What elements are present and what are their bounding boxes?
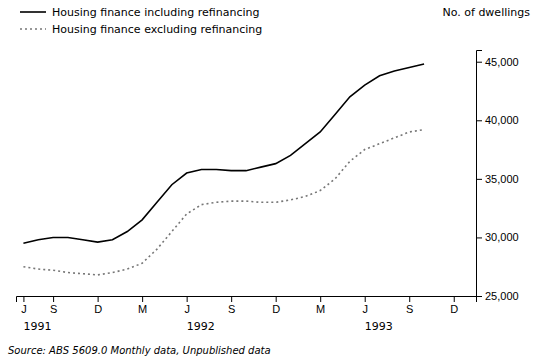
x-axis-line xyxy=(17,297,477,303)
y-tick-mark xyxy=(476,120,482,121)
x-tick: M xyxy=(138,296,147,315)
legend-swatch xyxy=(20,11,46,13)
x-tick-mark xyxy=(409,296,410,302)
annotation: 1993 xyxy=(365,320,393,333)
y-tick-label: 45,000 xyxy=(485,56,519,68)
x-tick-label: J xyxy=(362,303,368,315)
y-tick-label: 40,000 xyxy=(485,114,519,126)
legend-item: Housing finance excluding refinancing xyxy=(20,23,262,36)
plot-area: J S D M J S D M J S D 25,000 30,000 35,000 40,000 45,00… xyxy=(17,51,519,334)
y-tick-mark xyxy=(476,62,482,63)
x-tick: S xyxy=(50,296,57,315)
y-tick-mark xyxy=(476,237,482,238)
x-tick: J xyxy=(184,296,190,315)
y-axis: 25,000 30,000 35,000 40,000 45,000 xyxy=(476,51,519,303)
lines xyxy=(23,64,424,275)
annotation: 1991 xyxy=(23,320,51,333)
y-tick: 30,000 xyxy=(476,231,519,243)
x-tick: S xyxy=(406,296,413,315)
x-tick-mark xyxy=(320,296,321,302)
y-tick-mark xyxy=(476,296,482,297)
x-axis: JSDMJSDMJSD xyxy=(17,296,477,315)
x-tick-mark xyxy=(53,296,54,302)
y-axis-line xyxy=(477,51,483,297)
x-tick-mark xyxy=(23,296,24,302)
x-tick-label: D xyxy=(450,303,458,315)
series-line xyxy=(23,64,424,243)
x-tick: D xyxy=(94,296,102,315)
legend-label: Housing finance including refinancing xyxy=(52,6,259,19)
x-tick-label: M xyxy=(138,303,147,315)
x-tick-label: S xyxy=(406,303,413,315)
x-tick-mark xyxy=(142,296,143,302)
x-tick-label: S xyxy=(50,303,57,315)
y-tick: 25,000 xyxy=(476,290,519,302)
legend-label: Housing finance excluding refinancing xyxy=(52,23,262,36)
chart: J S D M J S D M J S D 25,000 30,000 35,000 40,000 45,00… xyxy=(0,0,536,360)
x-tick-label: D xyxy=(272,303,280,315)
x-tick: S xyxy=(228,296,235,315)
y-tick-label: 25,000 xyxy=(485,290,519,302)
x-tick-mark xyxy=(98,296,99,302)
x-tick: J xyxy=(362,296,368,315)
x-tick-label: M xyxy=(316,303,325,315)
x-tick: J xyxy=(21,296,27,315)
x-tick: D xyxy=(272,296,280,315)
y-axis-title: No. of dwellings xyxy=(443,6,531,19)
legend-item: Housing finance including refinancing xyxy=(20,6,259,19)
x-tick-mark xyxy=(231,296,232,302)
source: Source: ABS 5609.0 Monthly data, Unpubli… xyxy=(8,345,271,356)
x-tick-mark xyxy=(454,296,455,302)
x-tick-mark xyxy=(276,296,277,302)
y-tick-mark xyxy=(476,179,482,180)
x-tick-mark xyxy=(187,296,188,302)
x-tick-label: S xyxy=(228,303,235,315)
annotation: 1992 xyxy=(187,320,215,333)
x-tick-label: J xyxy=(21,303,27,315)
x-tick-mark xyxy=(365,296,366,302)
x-tick-label: D xyxy=(94,303,102,315)
y-tick-label: 35,000 xyxy=(485,173,519,185)
y-tick: 35,000 xyxy=(476,173,519,185)
legend-swatch xyxy=(20,28,46,30)
legend: Housing finance including refinancing Hou… xyxy=(20,6,262,36)
y-tick-label: 30,000 xyxy=(485,231,519,243)
x-tick: D xyxy=(450,296,458,315)
series-line xyxy=(23,130,424,275)
x-tick: M xyxy=(316,296,325,315)
y-tick: 40,000 xyxy=(476,114,519,126)
x-tick-label: J xyxy=(184,303,190,315)
y-tick: 45,000 xyxy=(476,56,519,68)
